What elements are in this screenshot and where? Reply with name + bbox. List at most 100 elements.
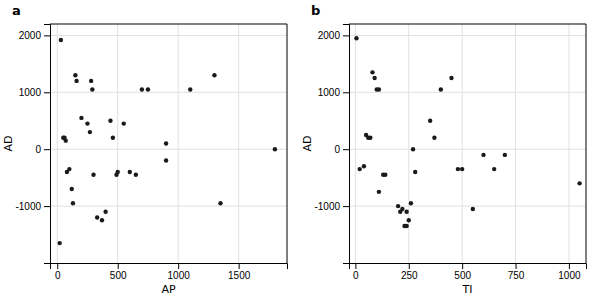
point <box>432 136 436 140</box>
x-label: AP <box>161 283 176 296</box>
tick: 750 <box>508 263 525 281</box>
point <box>103 210 107 214</box>
tick-mark <box>343 206 349 207</box>
point <box>134 173 138 177</box>
tick-label: 250 <box>401 270 418 281</box>
tick-mark <box>44 206 50 207</box>
tick: 1000 <box>19 87 50 98</box>
tick: 1500 <box>228 263 251 281</box>
point <box>273 147 277 151</box>
tick: 2000 <box>19 30 50 41</box>
frame <box>287 24 288 263</box>
tick-label: 750 <box>508 270 525 281</box>
point <box>354 36 358 40</box>
point <box>460 167 464 171</box>
grid-line <box>349 149 586 150</box>
panel-title: b <box>311 3 320 18</box>
point <box>164 158 168 162</box>
point <box>79 116 83 120</box>
grid-line <box>50 35 287 36</box>
tick: 250 <box>401 263 418 281</box>
point <box>413 170 417 174</box>
point <box>396 204 400 208</box>
point <box>95 215 99 219</box>
tick-label: 1000 <box>168 270 191 281</box>
tick-mark <box>569 263 570 269</box>
point <box>383 173 387 177</box>
grid-line <box>50 92 287 93</box>
y-label: AD <box>2 136 15 152</box>
tick-mark <box>343 92 349 93</box>
point <box>428 119 432 123</box>
tick: 1000 <box>558 263 581 281</box>
grid-line <box>238 24 239 263</box>
tick-label: 0 <box>55 270 61 281</box>
frame <box>50 24 287 25</box>
panel-title: a <box>12 3 21 18</box>
grid-line <box>349 206 586 207</box>
point <box>108 119 112 123</box>
y-axis: -1000 0 1000 2000 <box>15 25 50 264</box>
point <box>471 207 475 211</box>
y-axis: -1000010002000 <box>314 25 349 264</box>
point <box>59 38 63 42</box>
point <box>140 87 144 91</box>
tick: 2000 <box>318 30 349 41</box>
point <box>407 218 411 222</box>
tick-label: 0 <box>35 144 41 155</box>
point <box>188 87 192 91</box>
point <box>164 141 168 145</box>
tick-mark <box>462 263 463 269</box>
point <box>400 207 404 211</box>
axis-line <box>350 264 587 270</box>
tick-mark <box>118 263 119 269</box>
grid-line <box>57 24 58 263</box>
point <box>71 201 75 205</box>
tick: 1000 <box>318 87 349 98</box>
tick-mark <box>44 35 50 36</box>
tick: 0 <box>35 144 50 155</box>
tick: 1000 <box>168 263 191 281</box>
tick-label: 1500 <box>228 270 251 281</box>
grid-line <box>178 24 179 263</box>
point <box>212 73 216 77</box>
tick-label: 2000 <box>19 30 42 41</box>
points <box>354 36 582 228</box>
point <box>73 73 77 77</box>
point <box>90 87 94 91</box>
panel: 0 500 1000 1500 -1000 0 1000 2000 AP AD a <box>2 3 288 296</box>
grid-line <box>355 24 356 263</box>
tick: 0 <box>353 263 359 281</box>
frame <box>349 24 586 25</box>
grid-line <box>349 92 586 93</box>
tick-label: -1000 <box>15 201 41 212</box>
point <box>577 181 581 185</box>
axis-line <box>51 264 288 270</box>
grid <box>349 24 586 263</box>
point <box>89 79 93 83</box>
point <box>481 153 485 157</box>
tick: 0 <box>334 144 349 155</box>
point <box>357 167 361 171</box>
point <box>88 130 92 134</box>
tick-mark <box>343 149 349 150</box>
grid-line <box>568 24 569 263</box>
point <box>404 210 408 214</box>
point <box>362 164 366 168</box>
tick-label: 500 <box>110 270 127 281</box>
panel: 02505007501000-1000010002000TIADb <box>301 3 587 296</box>
grid-line <box>117 24 118 263</box>
point <box>91 173 95 177</box>
tick: 500 <box>110 263 127 281</box>
point <box>128 170 132 174</box>
point <box>503 153 507 157</box>
tick-label: 0 <box>353 270 359 281</box>
point <box>492 167 496 171</box>
point <box>64 138 68 142</box>
tick-label: 1000 <box>19 87 42 98</box>
tick-label: 1000 <box>558 270 581 281</box>
tick-mark <box>178 263 179 269</box>
tick-mark <box>44 92 50 93</box>
point <box>116 170 120 174</box>
point <box>85 121 89 125</box>
